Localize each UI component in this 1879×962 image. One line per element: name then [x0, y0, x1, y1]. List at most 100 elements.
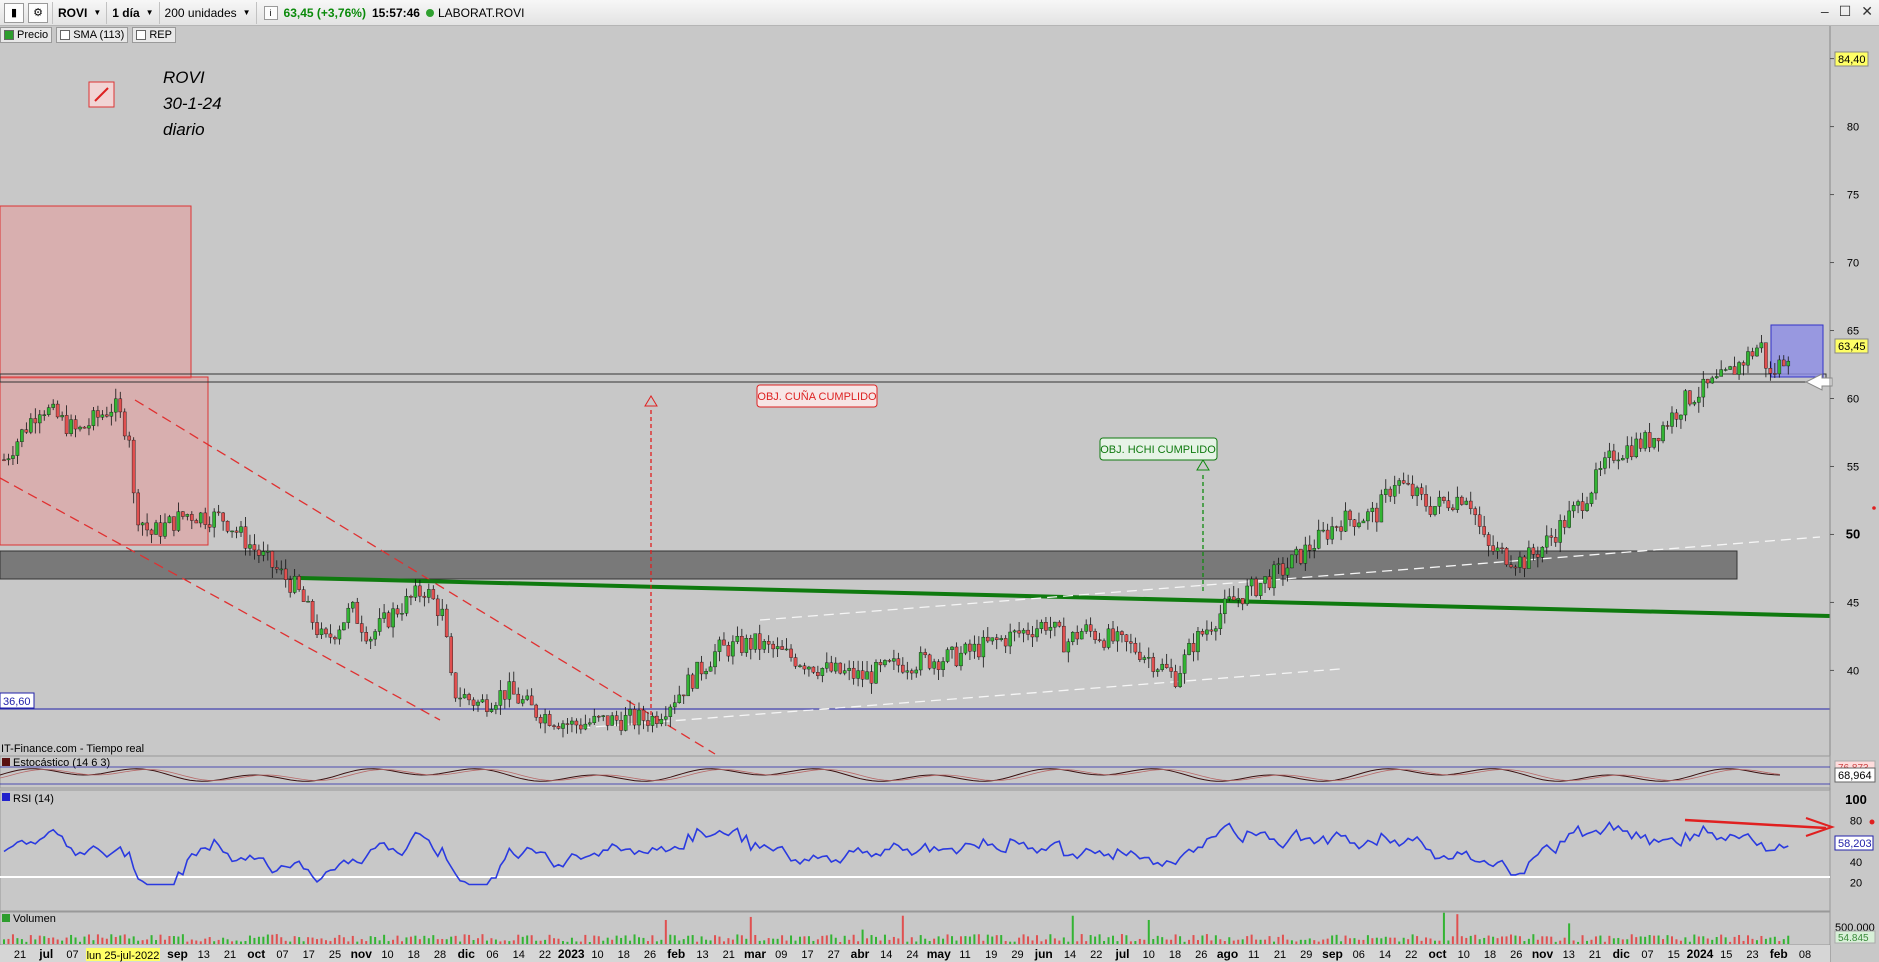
candle — [409, 596, 413, 598]
checkbox-icon — [136, 30, 147, 40]
candle — [1334, 526, 1339, 528]
candle — [105, 414, 109, 417]
candle — [762, 641, 767, 650]
candle — [1088, 624, 1093, 632]
candle — [829, 662, 834, 672]
candle — [1339, 526, 1343, 532]
x-tick-label: 26 — [1195, 949, 1207, 961]
candle — [1093, 631, 1097, 640]
bar-chart-icon[interactable]: ▮ — [4, 2, 24, 23]
volume-bar — [20, 939, 23, 944]
candle — [1710, 377, 1715, 384]
candle — [1652, 438, 1656, 448]
volume-bar — [629, 940, 632, 944]
candle — [1401, 480, 1406, 484]
x-tick-label: feb — [1770, 947, 1788, 961]
volume-bar — [1398, 941, 1401, 944]
volume-bar — [1693, 934, 1696, 944]
candle — [1410, 483, 1415, 497]
volume-bar — [284, 940, 287, 944]
volume-bar — [1156, 935, 1159, 944]
candle — [1647, 432, 1652, 448]
legend-rep[interactable]: REP — [132, 27, 176, 43]
volume-bar — [1000, 935, 1003, 944]
volume-bar — [682, 939, 685, 944]
legend-price[interactable]: Precio — [0, 27, 53, 43]
volume-bar — [924, 938, 927, 944]
stochastic-signal — [0, 769, 1781, 781]
close-icon[interactable]: ✕ — [1861, 3, 1873, 19]
interval-select[interactable]: 1 día ▼ — [107, 1, 160, 24]
volume-bar — [892, 936, 895, 944]
y-tick-label: 75 — [1847, 190, 1859, 202]
candle — [351, 601, 355, 609]
legend-sma[interactable]: SMA (113) — [56, 27, 129, 43]
volume-bar — [1626, 939, 1629, 944]
volume-bar — [1107, 937, 1110, 944]
candle — [950, 646, 954, 650]
candle — [1160, 663, 1164, 670]
candle — [1714, 376, 1719, 379]
info-icon[interactable]: i — [263, 5, 278, 20]
volume-bar — [79, 941, 82, 944]
candle — [1692, 402, 1697, 405]
volume-bar — [1514, 935, 1517, 944]
candle — [1571, 505, 1576, 512]
candle — [1151, 657, 1156, 672]
price-change: 63,45 (+3,76%) — [283, 5, 366, 20]
candle — [422, 595, 427, 598]
candle — [467, 694, 471, 701]
volume-bar — [1272, 941, 1275, 944]
units-select[interactable]: 200 unidades ▼ — [160, 1, 257, 24]
candle — [1455, 496, 1460, 510]
candle — [1612, 450, 1616, 461]
volume-bar — [159, 934, 162, 944]
x-tick-label: nov — [1532, 947, 1554, 961]
volume-bar — [1308, 938, 1311, 944]
candle — [270, 551, 275, 568]
volume-bar — [360, 939, 363, 944]
candle — [96, 410, 100, 418]
y-tick-label: 40 — [1847, 665, 1859, 677]
candle — [1276, 563, 1281, 566]
volume-bar — [1228, 937, 1231, 944]
x-tick-label: 27 — [828, 949, 840, 961]
candle — [1111, 628, 1115, 642]
volume-bar — [477, 938, 480, 944]
candle — [1129, 641, 1133, 644]
volume-bar — [1456, 914, 1459, 944]
volume-bar — [624, 935, 627, 944]
x-tick-label: 10 — [381, 949, 393, 961]
candle — [1527, 547, 1531, 569]
volume-bar — [1044, 939, 1047, 944]
minimize-icon[interactable]: – — [1820, 3, 1829, 19]
volume-bar — [772, 938, 775, 944]
volume-bar — [933, 938, 936, 944]
candle — [543, 714, 547, 724]
candle — [91, 410, 96, 426]
settings-icon[interactable]: ⚙ — [28, 2, 48, 23]
candle — [1348, 510, 1352, 520]
volume-bar — [1711, 939, 1714, 944]
candle — [435, 598, 440, 616]
candle — [932, 661, 936, 669]
x-tick-label: oct — [247, 947, 265, 961]
volume-bar — [1653, 935, 1656, 944]
candle — [798, 665, 802, 668]
volume-bar — [311, 937, 314, 944]
maximize-icon[interactable]: ☐ — [1838, 3, 1852, 19]
symbol-select[interactable]: ROVI ▼ — [53, 1, 108, 24]
candle — [458, 697, 462, 700]
volume-bar — [141, 940, 144, 944]
volume-bar — [763, 940, 766, 944]
candle — [1620, 458, 1625, 461]
candle — [1182, 654, 1187, 674]
volume-bar — [150, 935, 153, 944]
candle — [574, 720, 579, 726]
volume-bar — [1152, 939, 1155, 944]
candle — [507, 681, 512, 700]
candle — [1732, 366, 1737, 375]
volume-bar — [821, 935, 824, 944]
volume-bar — [1286, 939, 1289, 944]
